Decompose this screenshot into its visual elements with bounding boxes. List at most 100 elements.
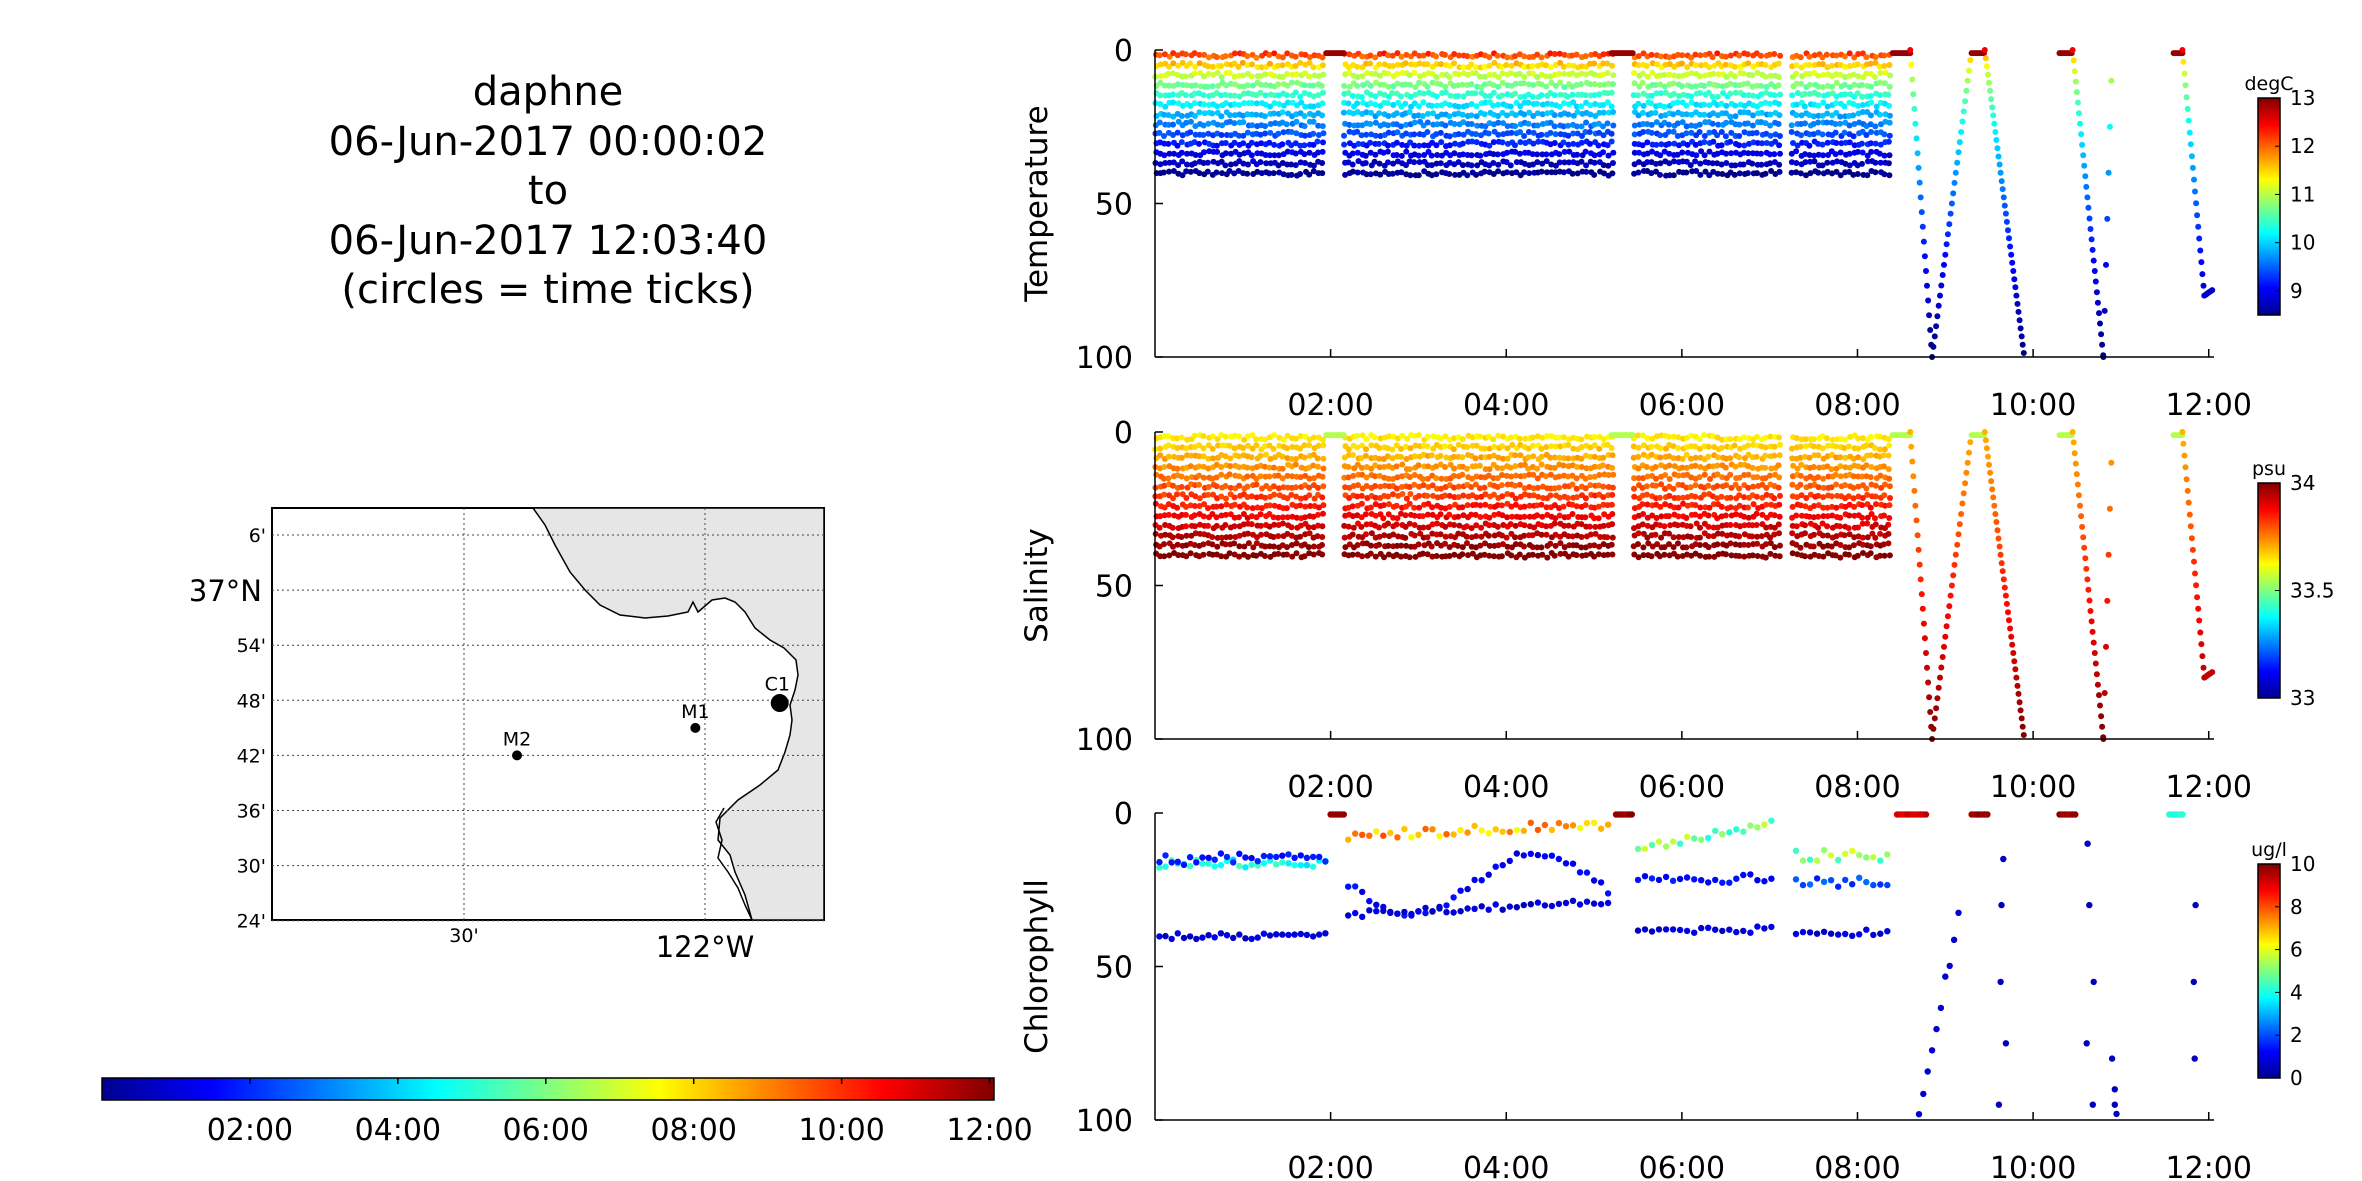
data-point [2181, 452, 2188, 459]
data-point [1649, 60, 1656, 67]
data-point [1322, 930, 1329, 937]
data-point [1930, 725, 1937, 732]
data-point [1354, 542, 1361, 548]
data-point [1182, 511, 1189, 518]
x-tick-label: 02:00 [1287, 388, 1373, 423]
data-point [1270, 445, 1277, 452]
data-point [2091, 650, 2098, 656]
data-point [1859, 109, 1866, 115]
data-point [1935, 302, 1942, 309]
data-point [1714, 524, 1721, 531]
data-point [1538, 168, 1545, 175]
data-point [1433, 553, 1440, 559]
data-point [2079, 523, 2086, 530]
data-point [1452, 171, 1458, 178]
data-point [1384, 445, 1391, 452]
data-point [1460, 131, 1467, 138]
data-point [1942, 251, 1949, 258]
data-point [1630, 443, 1637, 450]
data-point [1486, 466, 1493, 473]
data-point [1275, 62, 1281, 69]
data-point [1450, 446, 1457, 453]
data-point [1283, 445, 1290, 452]
data-point [1845, 443, 1852, 450]
data-point [1227, 463, 1234, 470]
data-point [1863, 485, 1870, 492]
data-point [1306, 492, 1313, 499]
data-point [1870, 854, 1877, 861]
data-point [1590, 877, 1598, 884]
data-point [1954, 541, 1961, 548]
data-point [1731, 171, 1738, 178]
data-point [1534, 159, 1541, 166]
data-point [1608, 103, 1615, 110]
data-point [1406, 554, 1413, 561]
data-point [1249, 432, 1256, 439]
data-point [1744, 170, 1751, 177]
data-point [1520, 827, 1528, 834]
data-point [1491, 553, 1497, 560]
data-point [1270, 464, 1277, 471]
data-point [1279, 62, 1286, 69]
data-point [1639, 70, 1646, 77]
data-point [1419, 476, 1426, 482]
data-point [1346, 541, 1353, 548]
data-point [1747, 822, 1754, 829]
data-point [1490, 436, 1497, 443]
data-point [1231, 445, 1238, 452]
data-point [1262, 436, 1269, 443]
data-point [1556, 512, 1563, 519]
data-point [1222, 53, 1229, 60]
data-point [1872, 493, 1879, 500]
data-point [2013, 674, 2020, 681]
data-point [1455, 494, 1462, 501]
data-point [1380, 502, 1387, 509]
data-point [1223, 82, 1230, 89]
data-point [1236, 482, 1243, 489]
data-point [1349, 161, 1356, 168]
data-point [1346, 51, 1353, 58]
data-point [1472, 501, 1479, 508]
data-point [1231, 139, 1238, 146]
data-point [1162, 531, 1169, 538]
data-point [1776, 474, 1783, 481]
data-point [1280, 129, 1287, 136]
data-point [1161, 541, 1167, 548]
data-point [1399, 432, 1406, 439]
data-point [1214, 148, 1221, 155]
data-point [1430, 445, 1437, 452]
data-point [1372, 151, 1379, 158]
data-point [1819, 112, 1826, 119]
data-point [1628, 811, 1636, 818]
data-point [1771, 443, 1778, 450]
data-point [1363, 474, 1370, 481]
data-point [1415, 831, 1422, 838]
data-point [1297, 930, 1305, 938]
data-point [1275, 92, 1282, 99]
data-point [1424, 443, 1431, 450]
data-point [1482, 491, 1489, 498]
data-point [1669, 926, 1677, 933]
data-point [1732, 89, 1739, 96]
data-point [1927, 327, 1934, 333]
data-point [1372, 132, 1379, 139]
data-point [1574, 151, 1581, 158]
data-point [1777, 542, 1783, 549]
x-tick-label: 10:00 [1990, 770, 2076, 805]
data-point [1355, 122, 1361, 129]
data-point [1438, 152, 1445, 159]
data-point [1644, 139, 1651, 146]
data-point [1284, 92, 1290, 99]
data-point [1205, 465, 1212, 472]
data-point [1416, 103, 1422, 110]
data-point [1398, 453, 1404, 460]
data-point [1950, 190, 1957, 197]
data-point [1371, 158, 1378, 165]
data-point [1499, 70, 1506, 77]
data-point [1271, 141, 1278, 148]
data-point [1753, 453, 1760, 460]
data-point [1266, 853, 1274, 860]
data-point [1941, 643, 1947, 650]
data-point [2099, 341, 2106, 348]
